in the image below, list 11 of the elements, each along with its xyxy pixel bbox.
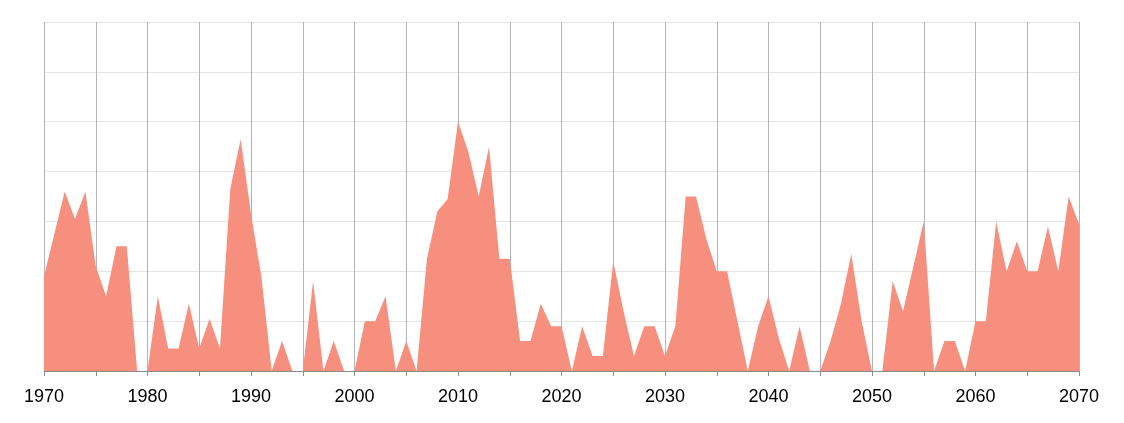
x-tick-label: 2020 [541, 386, 582, 406]
x-tick-label: 1990 [230, 386, 272, 406]
x-tick-label: 2060 [955, 386, 996, 406]
x-tick-label: 2010 [437, 386, 479, 406]
x-tick-label: 2000 [334, 386, 375, 406]
x-tick-label: 2030 [644, 386, 686, 406]
x-tick-label: 2040 [748, 386, 789, 406]
x-tick-label: 2070 [1058, 386, 1100, 406]
x-tick-label: 1970 [23, 386, 65, 406]
x-tick-label: 2050 [851, 386, 893, 406]
x-tick-label: 1980 [127, 386, 168, 406]
